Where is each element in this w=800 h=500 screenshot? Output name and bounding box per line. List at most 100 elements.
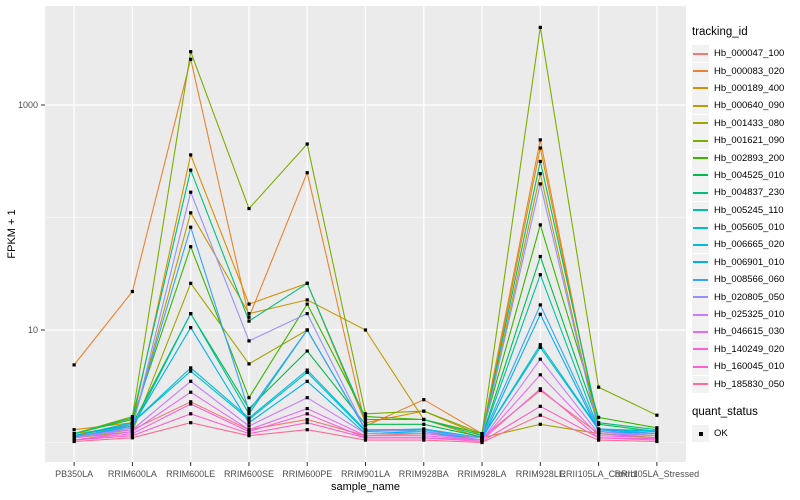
data-point xyxy=(247,412,251,416)
legend-line-icon xyxy=(693,191,708,194)
data-point xyxy=(247,362,251,366)
data-point xyxy=(72,434,76,438)
legend-label: Hb_002893_200 xyxy=(714,152,785,164)
data-point xyxy=(597,432,601,436)
data-point xyxy=(247,302,251,306)
data-point xyxy=(247,424,251,428)
data-point xyxy=(538,312,542,316)
data-point xyxy=(422,398,426,402)
legend-line-icon xyxy=(693,104,708,107)
data-point xyxy=(189,225,193,229)
legend-item-Hb_001621_090: Hb_001621_090 xyxy=(692,132,798,150)
x-tick-label: RRIM928LA xyxy=(458,469,507,479)
data-point xyxy=(189,57,193,61)
legend-label: Hb_001433_080 xyxy=(714,117,785,129)
data-point xyxy=(655,434,659,438)
legend-line-icon xyxy=(693,174,708,177)
data-point xyxy=(363,428,368,432)
data-point xyxy=(305,428,309,432)
data-point xyxy=(538,345,542,349)
data-point xyxy=(538,172,542,176)
legend-line-icon xyxy=(693,313,708,316)
x-tick-label: RRIM600PE xyxy=(282,469,332,479)
data-point xyxy=(422,422,426,426)
data-point xyxy=(422,428,426,432)
data-point xyxy=(130,430,134,434)
data-point xyxy=(189,412,193,416)
legend-item-Hb_006665_020: Hb_006665_020 xyxy=(692,236,798,254)
legend-item-Hb_005605_010: Hb_005605_010 xyxy=(692,219,798,237)
legend-quant-status: quant_status OK xyxy=(692,406,798,442)
legend-line-icon xyxy=(693,52,708,55)
data-point xyxy=(130,436,134,440)
legend-item-Hb_004837_230: Hb_004837_230 xyxy=(692,184,798,202)
data-point xyxy=(363,417,368,422)
data-point xyxy=(597,430,601,434)
data-point xyxy=(480,432,484,436)
data-point xyxy=(363,415,368,419)
legend-label: Hb_004525_010 xyxy=(714,169,785,181)
data-point xyxy=(597,434,601,438)
data-point xyxy=(422,438,426,442)
data-point xyxy=(72,439,76,444)
data-point xyxy=(538,223,542,227)
data-point xyxy=(538,254,542,259)
data-point xyxy=(363,434,368,438)
legend-line-icon xyxy=(693,87,708,90)
legend-label: Hb_046615_030 xyxy=(714,326,785,338)
legend-item-Hb_006901_010: Hb_006901_010 xyxy=(692,253,798,271)
data-point xyxy=(655,432,659,436)
legend-line-icon xyxy=(693,209,708,212)
data-point xyxy=(538,357,542,361)
legend-item-Hb_000189_400: Hb_000189_400 xyxy=(692,79,798,97)
legend-key-box xyxy=(692,425,709,442)
legend-item-Hb_000083_020: Hb_000083_020 xyxy=(692,62,798,80)
legend-item-Hb_004525_010: Hb_004525_010 xyxy=(692,166,798,184)
data-point xyxy=(72,363,76,367)
data-point xyxy=(130,434,134,438)
data-point xyxy=(305,379,309,383)
data-point xyxy=(305,142,309,146)
data-point xyxy=(480,440,484,445)
legend-item-Hb_008566_060: Hb_008566_060 xyxy=(692,271,798,289)
legend-key-box xyxy=(692,114,709,132)
legend-key-box xyxy=(692,201,709,219)
data-point xyxy=(247,409,251,413)
legend-tracking-id-items: Hb_000047_100 Hb_000083_020 Hb_000189_400 H… xyxy=(692,45,798,393)
legend-item-ok: OK xyxy=(692,425,798,442)
legend-label: Hb_160045_010 xyxy=(714,361,785,373)
legend-key-box xyxy=(692,184,709,202)
data-point xyxy=(189,421,193,425)
legend-label: Hb_000047_100 xyxy=(714,48,785,60)
data-point xyxy=(305,349,309,353)
data-point xyxy=(363,412,368,416)
legend-line-icon xyxy=(693,383,708,386)
legend-label: Hb_004837_230 xyxy=(714,187,785,199)
legend-label: Hb_000189_400 xyxy=(714,82,785,94)
legend-label: Hb_005605_010 xyxy=(714,222,785,234)
legend-label: Hb_000083_020 xyxy=(714,65,785,77)
data-point xyxy=(597,385,601,389)
data-point xyxy=(538,343,542,347)
legend-label: Hb_006665_020 xyxy=(714,239,785,251)
data-point xyxy=(538,404,542,408)
data-point xyxy=(538,373,542,377)
legend-line-icon xyxy=(693,226,708,229)
legend-label: Hb_140249_020 xyxy=(714,343,785,355)
data-point xyxy=(305,412,309,416)
legend-key-box xyxy=(692,62,709,80)
legend-line-icon xyxy=(693,296,708,299)
legend-item-Hb_140249_020: Hb_140249_020 xyxy=(692,340,798,358)
data-point xyxy=(189,153,193,157)
legend-label: Hb_025325_010 xyxy=(714,309,785,321)
data-point xyxy=(538,303,542,307)
legend-item-Hb_020805_050: Hb_020805_050 xyxy=(692,288,798,306)
data-point xyxy=(130,422,134,426)
legend-line-icon xyxy=(693,278,708,281)
legend-key-box xyxy=(692,219,709,237)
data-point xyxy=(247,312,251,316)
legend-line-icon xyxy=(693,330,708,333)
legend-key-box xyxy=(692,132,709,150)
data-point xyxy=(189,400,193,404)
